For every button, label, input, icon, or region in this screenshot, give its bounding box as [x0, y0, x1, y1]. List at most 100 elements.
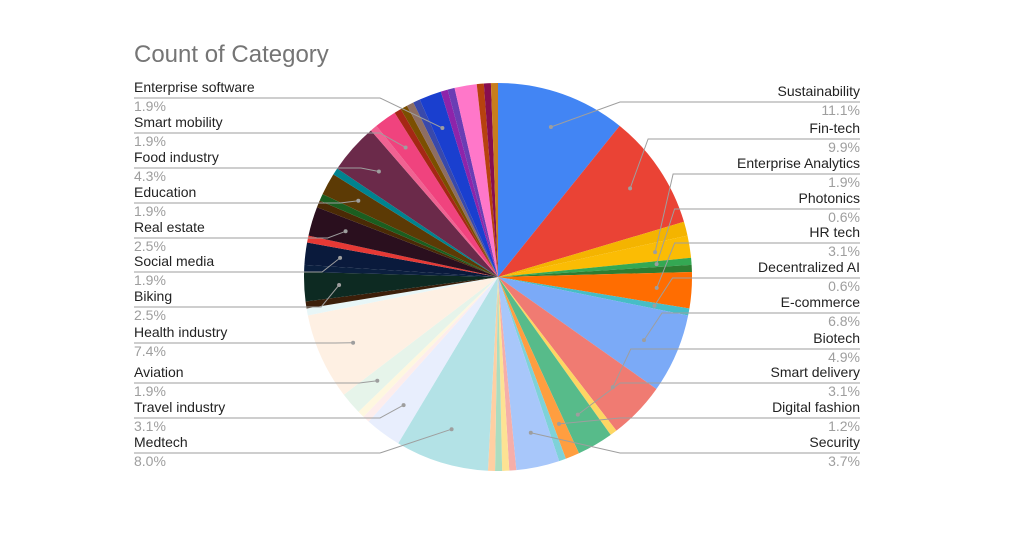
slice-percentage: 7.4%	[134, 343, 166, 359]
slice-percentage: 1.9%	[134, 383, 166, 399]
pie-slice-37	[370, 125, 498, 277]
slice-label: HR tech	[809, 224, 860, 240]
leader-line	[530, 432, 860, 454]
slice-percentage: 1.9%	[134, 98, 166, 114]
slice-percentage: 11.1%	[821, 102, 860, 118]
slice-percentage: 6.8%	[828, 313, 860, 329]
slice-label: Biotech	[813, 330, 860, 346]
slice-label: Biking	[134, 288, 172, 304]
leader-line	[612, 348, 860, 388]
pie-slice-41	[406, 102, 498, 277]
pie-slice-security	[498, 277, 560, 471]
pie-slice-e-commerce	[498, 277, 689, 389]
pie-slices	[304, 83, 692, 472]
slice-label: Social media	[134, 253, 214, 269]
leader-line	[656, 208, 860, 265]
slice-label: Digital fashion	[772, 399, 860, 415]
slice-label: Enterprise software	[134, 79, 255, 95]
slice-labels: Sustainability11.1%Fin-tech9.9%Enterpris…	[134, 79, 860, 469]
slice-percentage: 3.1%	[134, 418, 166, 434]
pie-slice-42	[413, 99, 498, 277]
leader-line	[550, 101, 860, 128]
slice-percentage: 1.9%	[134, 203, 166, 219]
pie-slice-smart-delivery	[498, 277, 611, 454]
leader-line	[654, 173, 860, 253]
slice-percentage: 8.0%	[134, 453, 166, 469]
slice-label: Sustainability	[778, 83, 861, 99]
pie-slice-13	[498, 277, 566, 462]
pie-slice-10	[498, 277, 617, 435]
leader-line	[134, 380, 378, 384]
slice-label: Education	[134, 184, 196, 200]
pie-slice-48	[483, 83, 498, 277]
pie-slice-32	[316, 200, 498, 277]
pie-slice-39	[394, 109, 498, 277]
slice-label: Security	[809, 434, 860, 450]
slice-percentage: 1.9%	[134, 133, 166, 149]
pie-slice-biking	[304, 271, 498, 302]
pie-slice-28	[304, 264, 498, 277]
slice-label: Food industry	[134, 149, 219, 165]
slice-label: Fin-tech	[809, 120, 860, 136]
pie-slice-enterprise-analytics	[498, 235, 692, 277]
pie-slice-hr-tech	[498, 271, 692, 309]
slice-percentage: 2.5%	[134, 307, 166, 323]
pie-slice-21	[363, 277, 498, 422]
pie-slice-decentralized-ai	[498, 277, 690, 316]
leader-line	[134, 428, 452, 454]
slice-label: Decentralized AI	[758, 259, 860, 275]
slice-label: Medtech	[134, 434, 188, 450]
pie-slice-real-estate	[308, 207, 498, 277]
slice-percentage: 3.7%	[828, 453, 860, 469]
slice-percentage: 2.5%	[134, 238, 166, 254]
pie-slice-sustainability	[498, 83, 620, 277]
pie-slice-15	[498, 277, 517, 471]
slice-percentage: 1.2%	[828, 418, 860, 434]
pie-slice-47	[476, 83, 498, 278]
pie-slice-35	[333, 168, 498, 277]
leader-line	[654, 277, 860, 306]
leader-line	[134, 97, 443, 129]
leader-line	[134, 230, 346, 239]
leader-line	[134, 284, 340, 308]
slice-label: Aviation	[134, 364, 184, 380]
slice-label: Travel industry	[134, 399, 225, 415]
pie-slice-25	[306, 277, 498, 316]
slice-percentage: 9.9%	[828, 139, 860, 155]
leader-line	[134, 257, 341, 273]
leader-line	[656, 242, 860, 289]
pie-slice-digital-fashion	[498, 277, 579, 459]
pie-slice-49	[490, 83, 498, 277]
chart-title: Count of Category	[134, 41, 329, 68]
pie-slice-education	[322, 174, 498, 277]
slice-label: Smart mobility	[134, 114, 223, 130]
leader-line	[134, 200, 359, 204]
pie-slice-health-industry	[307, 277, 498, 395]
slice-percentage: 4.9%	[828, 349, 860, 365]
pie-slice-social-media	[304, 242, 498, 277]
leader-line	[643, 312, 860, 341]
pie-slice-food-industry	[337, 130, 498, 277]
pie-slice-44	[440, 89, 498, 278]
pie-slice-photonics	[498, 257, 692, 277]
slice-percentage: 1.9%	[134, 272, 166, 288]
pie-slice-travel-industry	[368, 277, 498, 444]
slice-label: Enterprise Analytics	[737, 155, 860, 171]
pie-slice-enterprise-software	[419, 91, 498, 278]
pie-slice-46	[454, 84, 498, 277]
slice-percentage: 0.6%	[828, 278, 860, 294]
slice-label: Smart delivery	[771, 364, 860, 380]
pie-slice-26	[305, 277, 498, 309]
pie-slice-aviation	[343, 277, 498, 412]
slice-percentage: 1.9%	[828, 174, 860, 190]
pie-slice-fin-tech	[498, 125, 684, 277]
leader-line	[558, 417, 860, 425]
pie-slice-18	[487, 277, 498, 471]
pie-slice-biotech	[498, 277, 657, 431]
slice-label: Health industry	[134, 324, 227, 340]
leader-line	[577, 382, 860, 416]
slice-label: E-commerce	[781, 294, 861, 310]
pie-slice-16	[498, 277, 510, 471]
pie-slice-17	[495, 277, 503, 472]
pie-slice-33	[319, 194, 498, 277]
